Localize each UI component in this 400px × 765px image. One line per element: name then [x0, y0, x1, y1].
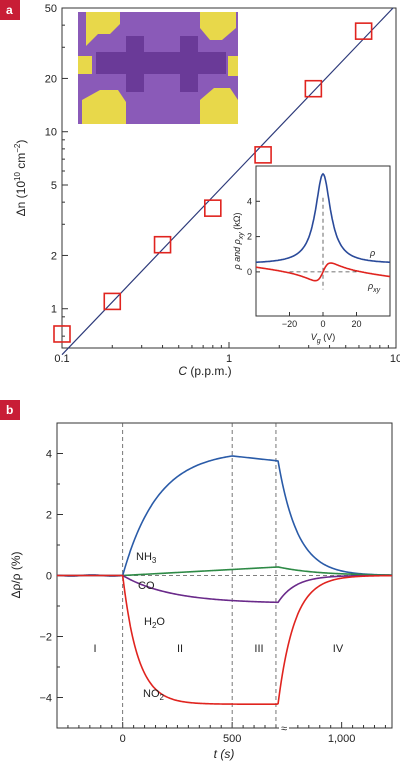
region-label-iv: IV	[333, 643, 344, 655]
data-point-square	[254, 146, 272, 164]
inset-chart: −20 0 20 0 2 4 ρ ρxy Vg (V) ρ and ρxy (kΩ)	[232, 165, 391, 345]
data-point-square	[103, 292, 122, 311]
panel-a-xtick-label: 1	[226, 353, 232, 365]
panel-b-ylabel: Δρ/ρ (%)	[9, 551, 23, 598]
region-label-i: I	[93, 643, 96, 655]
inset-ytick-label: 4	[247, 196, 252, 206]
photo-contact-tr	[200, 12, 236, 40]
data-point-square	[153, 235, 172, 254]
photo-contact-tl	[86, 12, 120, 46]
panel-a-ytick-label: 10	[45, 127, 57, 139]
device-photo	[78, 12, 238, 124]
panel-a-ytick-label: 20	[45, 73, 57, 85]
inset-ytick-label: 0	[247, 267, 252, 277]
inset-series-rhoxy	[255, 262, 391, 282]
data-point-square	[204, 199, 222, 217]
panel-b-xtick-label: 0	[120, 733, 126, 745]
panel-a-xlabel: C (p.p.m.)	[178, 364, 231, 378]
photo-contact-l	[78, 56, 92, 74]
series-nh3	[56, 455, 393, 577]
panel-b-xtick-label: 1,000	[328, 733, 356, 745]
region-label-ii: II	[177, 643, 183, 655]
photo-contact-r	[228, 56, 238, 76]
inset-ylabel: ρ and ρxy (kΩ)	[232, 212, 245, 270]
inset-ytick-label: 2	[247, 232, 252, 242]
panel-a-ytick-label: 1	[51, 304, 57, 316]
label-nh3: NH3	[136, 551, 157, 565]
data-point-square	[53, 325, 71, 343]
panel-b-ytick-label: 4	[46, 449, 52, 461]
inset-legend-rho: ρ	[369, 248, 375, 258]
series-no2	[57, 574, 393, 705]
photo-contact-br	[200, 88, 238, 124]
series-h2o	[57, 574, 392, 604]
inset-legend-rhoxy: ρxy	[367, 281, 381, 294]
panel-b-ytick-label: 2	[46, 510, 52, 522]
panel-a-badge	[0, 0, 20, 20]
inset-xtick-label: 0	[320, 319, 325, 329]
label-co: CO	[138, 580, 155, 592]
panel-b-badge-label: b	[6, 403, 13, 417]
panel-a-ylabel: Δn (1010 cm−2)	[13, 140, 28, 217]
panel-a-xtick-label: 0.1	[54, 353, 69, 365]
inset-xtick-label: 20	[351, 319, 361, 329]
label-no2: NO2	[143, 688, 165, 702]
photo-contact-bl	[82, 90, 126, 124]
panel-b-chart: 0 500 1,000 −4 −2 0 2 4 NH3 CO H2O NO2 I II III…	[9, 422, 393, 761]
inset-xtick-label: −20	[282, 319, 297, 329]
panel-a-xtick-label: 10	[390, 353, 400, 365]
data-point-square	[354, 22, 373, 40]
panel-a-ytick-label: 2	[51, 250, 57, 262]
axis-break-marker: ≈	[281, 723, 287, 735]
panel-a-badge-label: a	[6, 3, 13, 17]
data-point-square	[304, 79, 323, 98]
inset-xlabel: Vg (V)	[311, 332, 335, 345]
panel-b-ytick-label: −4	[39, 693, 52, 705]
panel-a-ytick-label: 5	[51, 180, 57, 192]
photo-channel	[96, 52, 226, 74]
panel-a-ytick-label: 50	[45, 3, 57, 15]
panel-a-fit-line	[61, 7, 394, 356]
inset-series-rho	[255, 172, 391, 264]
region-label-iii: III	[254, 643, 263, 655]
panel-b-xlabel: t (s)	[214, 747, 235, 761]
label-h2o: H2O	[144, 616, 165, 630]
panel-b-xtick-label: 500	[223, 733, 241, 745]
panel-b-ytick-label: 0	[46, 571, 52, 583]
panel-b-ytick-label: −2	[39, 632, 52, 644]
panel-b-badge	[0, 400, 20, 420]
